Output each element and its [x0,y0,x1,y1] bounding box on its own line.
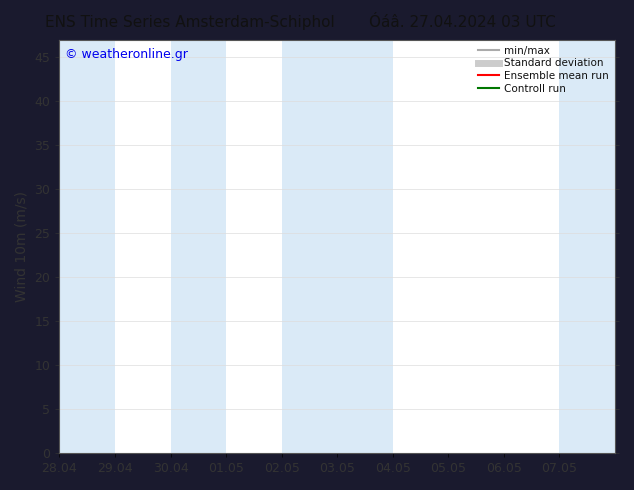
Legend: min/max, Standard deviation, Ensemble mean run, Controll run: min/max, Standard deviation, Ensemble me… [474,42,612,98]
Text: ENS Time Series Amsterdam-Schiphol: ENS Time Series Amsterdam-Schiphol [45,15,335,30]
Bar [171,40,226,453]
Text: © weatheronline.gr: © weatheronline.gr [65,48,188,61]
Bar [281,40,337,453]
Y-axis label: Wind 10m (m/s): Wind 10m (m/s) [15,191,29,302]
Bar [559,40,615,453]
Bar [60,40,115,453]
Bar [337,40,392,453]
Text: Óáâ. 27.04.2024 03 UTC: Óáâ. 27.04.2024 03 UTC [370,15,556,30]
